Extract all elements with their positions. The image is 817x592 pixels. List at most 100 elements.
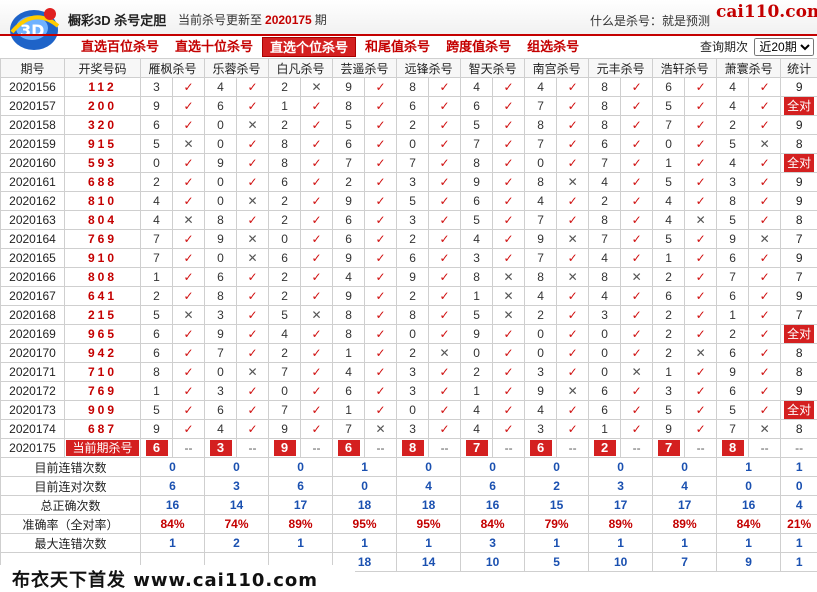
period-select[interactable]: 近20期 [754, 38, 814, 56]
stats-value: 89% [653, 515, 717, 534]
cross-icon: ✕ [749, 420, 781, 439]
kill-value-cell: 1 [653, 154, 685, 173]
check-icon: ✓ [173, 78, 205, 97]
check-icon: ✓ [301, 325, 333, 344]
check-icon: ✓ [365, 154, 397, 173]
stats-value: 1 [333, 458, 397, 477]
current-kill-cell: 7 [653, 439, 685, 458]
dash-cell: -- [301, 439, 333, 458]
kill-value-cell: 4 [653, 211, 685, 230]
check-icon: ✓ [493, 249, 525, 268]
check-icon: ✓ [621, 78, 653, 97]
kill-value-cell: 3 [397, 211, 429, 230]
check-icon: ✓ [749, 192, 781, 211]
kill-value-cell: 9 [653, 420, 685, 439]
tab-0[interactable]: 直选百位杀号 [74, 37, 166, 57]
dash-cell: -- [493, 439, 525, 458]
check-icon: ✓ [749, 268, 781, 287]
current-kill-value: 8 [722, 440, 744, 456]
kill-value-cell: 1 [653, 249, 685, 268]
check-icon: ✓ [685, 97, 717, 116]
current-kill-value: 3 [210, 440, 232, 456]
stat-cell: 全对 [781, 325, 817, 344]
check-icon: ✓ [173, 173, 205, 192]
kill-value-cell: 2 [653, 268, 685, 287]
check-icon: ✓ [173, 230, 205, 249]
stats-label: 目前连错次数 [1, 458, 141, 477]
kill-value-cell: 6 [205, 97, 237, 116]
stats-value: 18 [397, 496, 461, 515]
kill-value-cell: 9 [205, 230, 237, 249]
kill-value-cell: 9 [269, 420, 301, 439]
stats-value: 14 [205, 496, 269, 515]
kill-value-cell: 7 [461, 135, 493, 154]
check-icon: ✓ [493, 344, 525, 363]
kill-value-cell: 8 [333, 97, 365, 116]
stat-cell: 7 [781, 306, 817, 325]
stats-value: 1 [781, 553, 817, 572]
kill-value-cell: 6 [333, 230, 365, 249]
kill-value-cell: 1 [461, 287, 493, 306]
kill-value-cell: 6 [141, 116, 173, 135]
check-icon: ✓ [493, 211, 525, 230]
check-icon: ✓ [429, 116, 461, 135]
kill-value-cell: 4 [461, 230, 493, 249]
kill-value-cell: 2 [397, 116, 429, 135]
col-header: 期号 [1, 59, 65, 78]
check-icon: ✓ [301, 382, 333, 401]
current-kill-value: 7 [466, 440, 488, 456]
col-header: 南宫杀号 [525, 59, 589, 78]
check-icon: ✓ [749, 401, 781, 420]
check-icon: ✓ [237, 382, 269, 401]
check-icon: ✓ [429, 97, 461, 116]
tab-1[interactable]: 直选十位杀号 [168, 37, 260, 57]
check-icon: ✓ [685, 325, 717, 344]
kill-value-cell: 9 [717, 363, 749, 382]
kill-value-cell: 8 [525, 116, 557, 135]
dash-cell: -- [621, 439, 653, 458]
kill-value-cell: 7 [333, 154, 365, 173]
draw-number-cell: 942 [65, 344, 141, 363]
dash-cell: -- [173, 439, 205, 458]
kill-value-cell: 1 [717, 306, 749, 325]
tab-2[interactable]: 直选个位杀号 [262, 37, 356, 57]
col-header: 芸遥杀号 [333, 59, 397, 78]
current-label: 当前期杀号 [66, 440, 138, 456]
kill-value-cell: 2 [269, 344, 301, 363]
check-icon: ✓ [365, 135, 397, 154]
draw-number-cell: 687 [65, 420, 141, 439]
stats-value: 84% [461, 515, 525, 534]
tab-4[interactable]: 跨度值杀号 [439, 37, 518, 57]
what-is-link[interactable]: 什么是杀号：就是预测 [590, 12, 710, 29]
domain-logo[interactable]: cai110.com [716, 2, 817, 22]
cross-icon: ✕ [301, 78, 333, 97]
all-correct-badge: 全对 [784, 97, 814, 115]
kill-value-cell: 4 [269, 325, 301, 344]
cross-icon: ✕ [557, 230, 589, 249]
check-icon: ✓ [301, 249, 333, 268]
current-kill-cell: 8 [717, 439, 749, 458]
kill-value-cell: 9 [461, 173, 493, 192]
check-icon: ✓ [237, 420, 269, 439]
kill-value-cell: 7 [269, 401, 301, 420]
kill-value-cell: 6 [461, 97, 493, 116]
tab-5[interactable]: 组选杀号 [520, 37, 586, 57]
check-icon: ✓ [685, 401, 717, 420]
check-icon: ✓ [365, 382, 397, 401]
stats-value: 9 [717, 553, 781, 572]
issue-cell: 2020166 [1, 268, 65, 287]
kill-value-cell: 5 [461, 306, 493, 325]
kill-value-cell: 8 [589, 97, 621, 116]
cross-icon: ✕ [237, 192, 269, 211]
check-icon: ✓ [621, 325, 653, 344]
kill-value-cell: 6 [205, 401, 237, 420]
stats-value: 95% [333, 515, 397, 534]
stat-cell: 8 [781, 211, 817, 230]
tab-3[interactable]: 和尾值杀号 [358, 37, 437, 57]
stat-cell: 8 [781, 420, 817, 439]
